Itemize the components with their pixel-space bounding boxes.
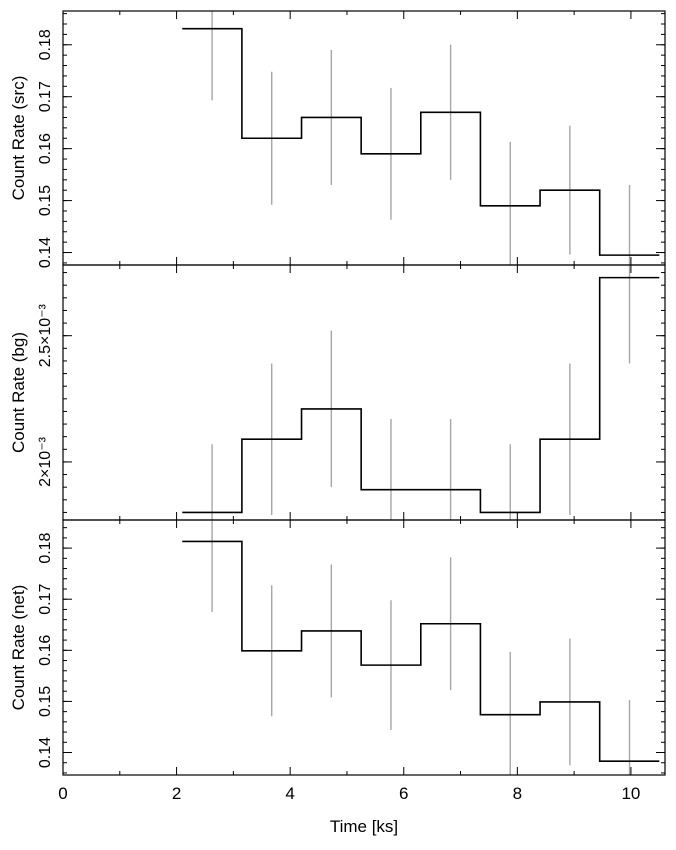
- y-tick-label: 0.14: [37, 237, 54, 268]
- y-tick-label: 2.5×10⁻³: [37, 303, 54, 367]
- x-axis-label: Time [ks]: [330, 817, 398, 836]
- panel-src: 0.14 0.15 0.16 0.17 0.18 Count Rate (src): [9, 10, 666, 268]
- step-line-net: [182, 540, 660, 763]
- x-tick-label: 6: [399, 784, 408, 803]
- axes-frame-net: [62, 519, 666, 776]
- x-tick-label: 8: [513, 784, 522, 803]
- x-tick-label: 10: [621, 784, 640, 803]
- panel-bg: 2×10⁻³ 2.5×10⁻³ Count Rate (bg): [9, 264, 666, 521]
- axes-frame-bg: [62, 264, 666, 521]
- errorbars-bg: [211, 265, 631, 520]
- step-line-src: [182, 27, 660, 256]
- y-axis-label: Count Rate (net): [9, 585, 28, 711]
- y-tick-label: 2×10⁻³: [37, 436, 54, 486]
- y-tick-label: 0.15: [37, 686, 54, 717]
- y-tick-label: 0.16: [37, 635, 54, 666]
- x-tick-label: 0: [58, 784, 67, 803]
- step-line-bg: [182, 276, 660, 514]
- y-tick-label: 0.15: [37, 185, 54, 216]
- errorbars-src: [211, 11, 631, 265]
- panel-net: 0.14 0.15 0.16 0.17 0.18 Count Rate (net): [9, 519, 666, 776]
- y-tick-label: 0.14: [37, 737, 54, 768]
- axes-frame-src: [62, 10, 666, 266]
- x-tick-label: 4: [285, 784, 294, 803]
- x-tick-label: 2: [172, 784, 181, 803]
- y-tick-label: 0.17: [37, 81, 54, 112]
- y-tick-label: 0.17: [37, 584, 54, 615]
- y-axis-label: Count Rate (src): [9, 76, 28, 201]
- y-axis-label: Count Rate (bg): [9, 332, 28, 453]
- y-tick-label: 0.18: [37, 532, 54, 563]
- y-tick-label: 0.16: [37, 133, 54, 164]
- y-tick-label: 0.18: [37, 29, 54, 60]
